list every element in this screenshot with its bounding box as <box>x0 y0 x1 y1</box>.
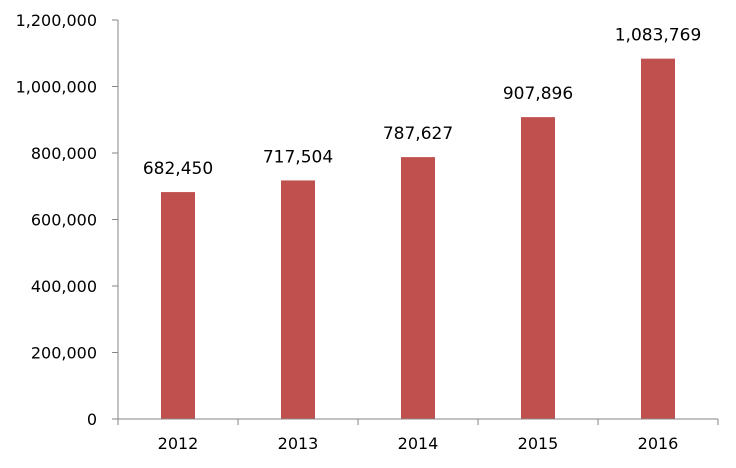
y-tick-label: 200,000 <box>31 344 97 363</box>
bar-2014 <box>401 157 435 420</box>
x-tick-label-2013: 2013 <box>278 434 319 453</box>
bars-layer <box>161 58 675 420</box>
y-tick-label: 600,000 <box>31 211 97 230</box>
y-tick-label: 800,000 <box>31 144 97 163</box>
axes-layer <box>112 19 719 425</box>
data-label-2016: 1,083,769 <box>615 26 702 46</box>
data-label-2013: 717,504 <box>263 147 333 167</box>
y-tick-label: 1,200,000 <box>16 11 97 30</box>
x-tick-label-2012: 2012 <box>158 434 199 453</box>
y-tick-label: 0 <box>87 410 97 429</box>
bar-2016 <box>641 58 675 419</box>
bar-2012 <box>161 192 195 419</box>
labels-layer: 682,450 717,504 787,627 907,896 1,083,769 0 20… <box>16 11 702 453</box>
data-label-2015: 907,896 <box>503 84 573 104</box>
bar-2015 <box>521 117 555 420</box>
x-tick-label-2015: 2015 <box>518 434 559 453</box>
bar-2013 <box>281 180 315 419</box>
x-tick-label-2016: 2016 <box>638 434 679 453</box>
y-tick-label: 400,000 <box>31 277 97 296</box>
y-tick-label: 1,000,000 <box>16 78 97 97</box>
data-label-2014: 787,627 <box>383 124 453 144</box>
x-tick-label-2014: 2014 <box>398 434 439 453</box>
data-label-2012: 682,450 <box>143 159 213 179</box>
